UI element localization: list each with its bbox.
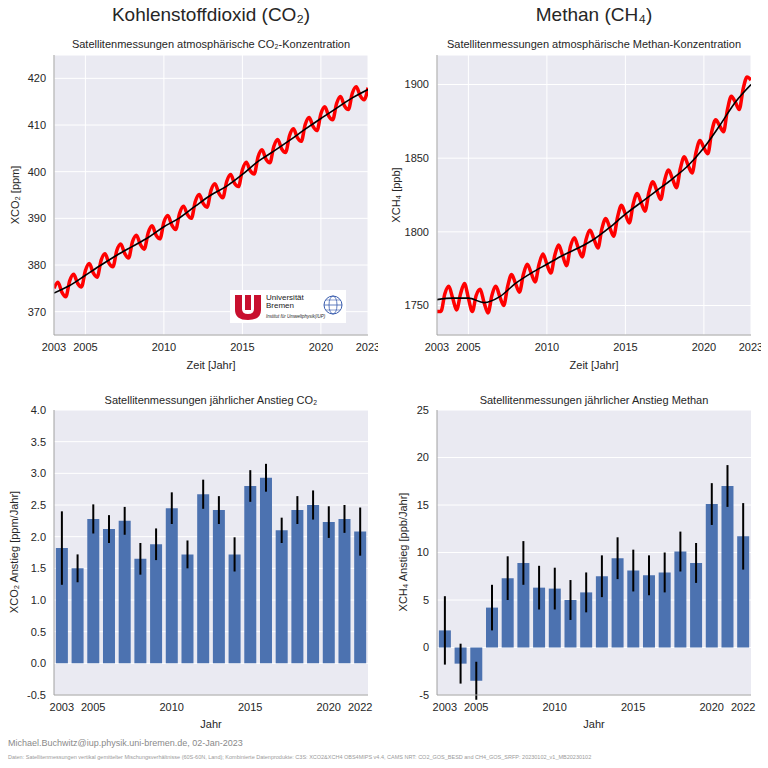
svg-text:2015: 2015 — [238, 701, 262, 713]
svg-text:25: 25 — [417, 405, 429, 416]
svg-text:2005: 2005 — [456, 341, 480, 353]
svg-text:380: 380 — [28, 259, 46, 271]
svg-text:4.0: 4.0 — [31, 405, 46, 416]
html-text:XCO₂ Anstieg [ppm/Jahr]: XCO₂ Anstieg [ppm/Jahr] — [8, 490, 20, 614]
svg-text:2003: 2003 — [50, 701, 74, 713]
html-text:Kohlenstoffdioxid (CO₂): Kohlenstoffdioxid (CO₂) — [111, 4, 311, 25]
svg-text:2015: 2015 — [621, 701, 645, 713]
svg-text:400: 400 — [28, 166, 46, 178]
svg-text:2005: 2005 — [73, 341, 97, 353]
html-text:Michael.Buchwitz@iup.physik.un: Michael.Buchwitz@iup.physik.uni-bremen.d… — [8, 738, 243, 748]
svg-text:2010: 2010 — [160, 701, 184, 713]
html-text:Jahr: Jahr — [583, 718, 605, 730]
svg-text:1.5: 1.5 — [31, 562, 46, 574]
html-text:XCO₂ [ppm]: XCO₂ [ppm] — [9, 165, 21, 225]
svg-text:410: 410 — [28, 119, 46, 131]
svg-text:-5: -5 — [419, 689, 429, 701]
html-text:XCH₄ [ppb]: XCH₄ [ppb] — [390, 167, 402, 223]
svg-text:0.0: 0.0 — [31, 657, 46, 669]
svg-text:2003: 2003 — [433, 701, 457, 713]
svg-text:420: 420 — [28, 72, 46, 84]
html-text:Bremen: Bremen — [266, 301, 294, 311]
svg-text:2020: 2020 — [309, 341, 333, 353]
svg-text:2020: 2020 — [317, 701, 341, 713]
svg-text:2022: 2022 — [731, 701, 755, 713]
svg-text:2010: 2010 — [152, 341, 176, 353]
svg-text:2010: 2010 — [543, 701, 567, 713]
html-text:XCH₄ Anstieg [ppb/Jahr]: XCH₄ Anstieg [ppb/Jahr] — [397, 492, 409, 612]
svg-text:2003: 2003 — [425, 341, 449, 353]
svg-text:1.0: 1.0 — [31, 594, 46, 606]
svg-text:5: 5 — [423, 594, 429, 606]
svg-text:1800: 1800 — [405, 226, 429, 238]
svg-text:2010: 2010 — [535, 341, 559, 353]
svg-text:1850: 1850 — [405, 152, 429, 164]
svg-text:2020: 2020 — [700, 701, 724, 713]
svg-text:20: 20 — [417, 451, 429, 463]
svg-text:0: 0 — [423, 641, 429, 653]
svg-text:-0.5: -0.5 — [27, 689, 46, 701]
html-text:Jahr: Jahr — [200, 718, 222, 730]
svg-text:370: 370 — [28, 306, 46, 318]
html-text:Zeit [Jahr]: Zeit [Jahr] — [186, 359, 236, 371]
html-text:Methan (CH₄): Methan (CH₄) — [535, 4, 653, 25]
svg-text:2003: 2003 — [42, 341, 66, 353]
svg-text:2023: 2023 — [739, 341, 760, 353]
svg-text:10: 10 — [417, 546, 429, 558]
svg-text:2.5: 2.5 — [31, 499, 46, 511]
svg-text:1900: 1900 — [405, 78, 429, 90]
html-text:Satellitenmessungen atmosphäri: Satellitenmessungen atmosphärische Metha… — [446, 38, 742, 50]
svg-text:1750: 1750 — [405, 299, 429, 311]
html-text:Satellitenmessungen jährlicher: Satellitenmessungen jährlicher Anstieg C… — [104, 394, 318, 406]
html-text:Universität: Universität — [266, 293, 304, 302]
svg-text:390: 390 — [28, 212, 46, 224]
html-text:Zeit [Jahr]: Zeit [Jahr] — [569, 359, 619, 371]
svg-text:2015: 2015 — [613, 341, 637, 353]
html-text:Institut für Umweltphysik(IUP): Institut für Umweltphysik(IUP) — [266, 314, 326, 319]
svg-text:2020: 2020 — [692, 341, 716, 353]
svg-text:3.5: 3.5 — [31, 436, 46, 448]
html-text:Satellitenmessungen jährlicher: Satellitenmessungen jährlicher Anstieg M… — [479, 394, 709, 406]
svg-text:2005: 2005 — [81, 701, 105, 713]
html-text:Daten: Satellitenmessungen ver: Daten: Satellitenmessungen vertikal gemi… — [8, 754, 592, 760]
svg-text:2022: 2022 — [348, 701, 372, 713]
svg-text:2023: 2023 — [356, 341, 378, 353]
html-text:Satellitenmessungen atmosphäri: Satellitenmessungen atmosphärische CO₂-K… — [71, 38, 351, 50]
svg-text:2005: 2005 — [464, 701, 488, 713]
svg-text:15: 15 — [417, 499, 429, 511]
svg-text:0.5: 0.5 — [31, 626, 46, 638]
svg-text:2.0: 2.0 — [31, 531, 46, 543]
svg-text:2015: 2015 — [230, 341, 254, 353]
svg-text:3.0: 3.0 — [31, 467, 46, 479]
